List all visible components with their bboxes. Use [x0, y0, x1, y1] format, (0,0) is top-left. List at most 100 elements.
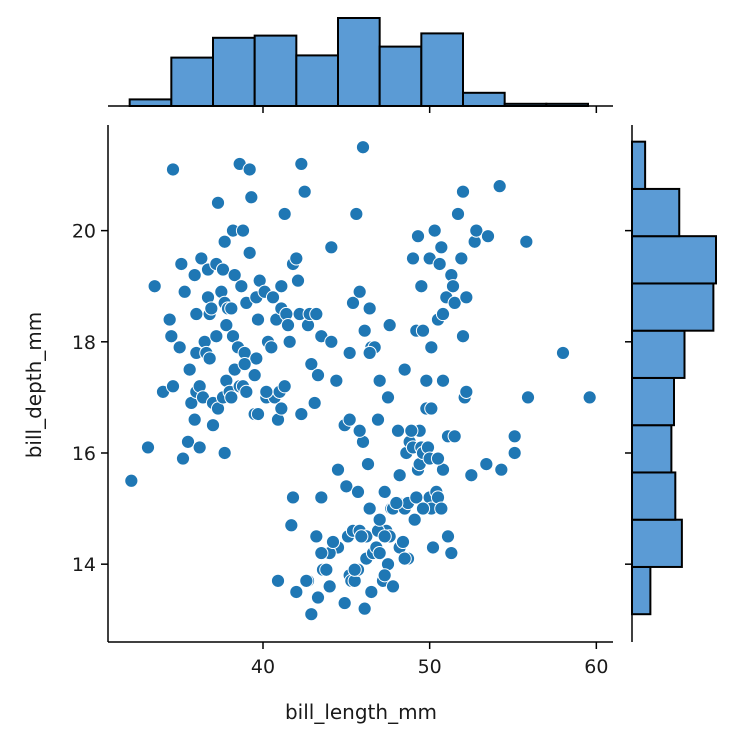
- scatter-point: [294, 156, 309, 172]
- scatter-point: [469, 223, 484, 238]
- scatter-point: [520, 390, 536, 405]
- y-hist-bar: [631, 282, 715, 332]
- scatter-point: [352, 423, 367, 438]
- y-hist-bar: [631, 140, 647, 190]
- scatter-point: [325, 534, 341, 550]
- scatter-point: [280, 318, 296, 333]
- scatter-point: [377, 568, 392, 583]
- scatter-point: [372, 545, 387, 561]
- scatter-point: [194, 251, 209, 266]
- x-tick-label: 60: [584, 656, 608, 678]
- scatter-point: [242, 162, 257, 177]
- scatter-point: [249, 351, 264, 366]
- scatter-point: [337, 595, 352, 611]
- scatter-point: [304, 356, 319, 372]
- scatter-point: [309, 306, 324, 322]
- scatter-point: [427, 223, 442, 238]
- scatter-point: [380, 390, 396, 405]
- scatter-point: [165, 162, 181, 177]
- scatter-point: [219, 318, 234, 333]
- scatter-point: [174, 256, 189, 272]
- scatter-point: [217, 234, 232, 249]
- scatter-point: [237, 356, 252, 372]
- scatter-point: [244, 190, 259, 205]
- scatter-point: [454, 251, 469, 266]
- scatter-point: [289, 584, 304, 600]
- scatter-point: [425, 540, 441, 555]
- scatter-point: [397, 551, 412, 566]
- scatter-point: [289, 251, 304, 266]
- scatter-point: [354, 529, 369, 544]
- scatter-point: [372, 512, 387, 527]
- x-hist-bar: [337, 17, 381, 107]
- scatter-point: [349, 206, 364, 222]
- scatter-point: [395, 534, 411, 550]
- scatter-point: [390, 423, 406, 438]
- scatter-point: [274, 401, 289, 416]
- scatter-point: [210, 195, 226, 210]
- y-hist-bar: [631, 376, 675, 427]
- scatter-point: [274, 279, 289, 294]
- x-hist-bar: [212, 36, 256, 107]
- scatter-point: [419, 373, 434, 388]
- scatter-point: [294, 406, 309, 422]
- scatter-point: [259, 384, 274, 399]
- scatter-point: [362, 501, 377, 516]
- scatter-point: [364, 584, 379, 600]
- scatter-point: [377, 529, 392, 544]
- scatter-point: [507, 429, 522, 444]
- scatter-point: [124, 473, 139, 488]
- scatter-point: [415, 323, 431, 338]
- scatter-point: [164, 329, 179, 344]
- scatter-point: [319, 562, 334, 577]
- scatter-point: [447, 295, 462, 310]
- scatter-point: [165, 379, 181, 394]
- scatter-point: [204, 301, 219, 316]
- scatter-point: [310, 368, 326, 383]
- scatter-point: [459, 384, 474, 399]
- y-tick-label: 14: [72, 554, 96, 576]
- scatter-point: [357, 323, 372, 338]
- scatter-point: [397, 362, 412, 377]
- scatter-point: [424, 401, 439, 416]
- scatter-point: [415, 501, 431, 516]
- scatter-point: [362, 345, 377, 361]
- scatter-point: [339, 479, 354, 494]
- scatter-point: [247, 368, 262, 383]
- scatter-point: [307, 395, 322, 411]
- scatter-point: [227, 267, 242, 283]
- y-tick-label: 18: [72, 332, 96, 354]
- scatter-point: [284, 518, 299, 533]
- y-hist-bar: [631, 235, 717, 285]
- scatter-point: [507, 445, 522, 461]
- scatter-point: [242, 245, 257, 260]
- scatter-point: [342, 345, 357, 361]
- scatter-point: [187, 412, 202, 427]
- scatter-point: [224, 390, 239, 405]
- x-hist-bar: [295, 54, 340, 107]
- scatter-point: [162, 312, 177, 327]
- scatter-point: [385, 579, 401, 594]
- scatter-point: [180, 434, 196, 449]
- x-hist-bar: [462, 91, 506, 108]
- scatter-point: [277, 206, 292, 222]
- x-hist-bar: [420, 32, 465, 107]
- y-tick-label: 20: [72, 221, 96, 243]
- scatter-point: [357, 601, 372, 616]
- scatter-point: [350, 484, 366, 500]
- scatter-point: [407, 512, 422, 527]
- scatter-point: [234, 279, 249, 294]
- scatter-point: [342, 412, 357, 427]
- scatter-point: [447, 429, 462, 444]
- scatter-point: [277, 379, 292, 394]
- scatter-point: [347, 562, 362, 577]
- scatter-point: [177, 284, 192, 299]
- scatter-point: [175, 451, 191, 466]
- scatter-point: [202, 351, 217, 366]
- scatter-point: [322, 579, 337, 594]
- x-hist-bar: [128, 98, 173, 108]
- x-marginal-histogram: [108, 17, 613, 113]
- scatter-point: [494, 462, 509, 477]
- y-axis-label: bill_depth_mm: [22, 312, 46, 459]
